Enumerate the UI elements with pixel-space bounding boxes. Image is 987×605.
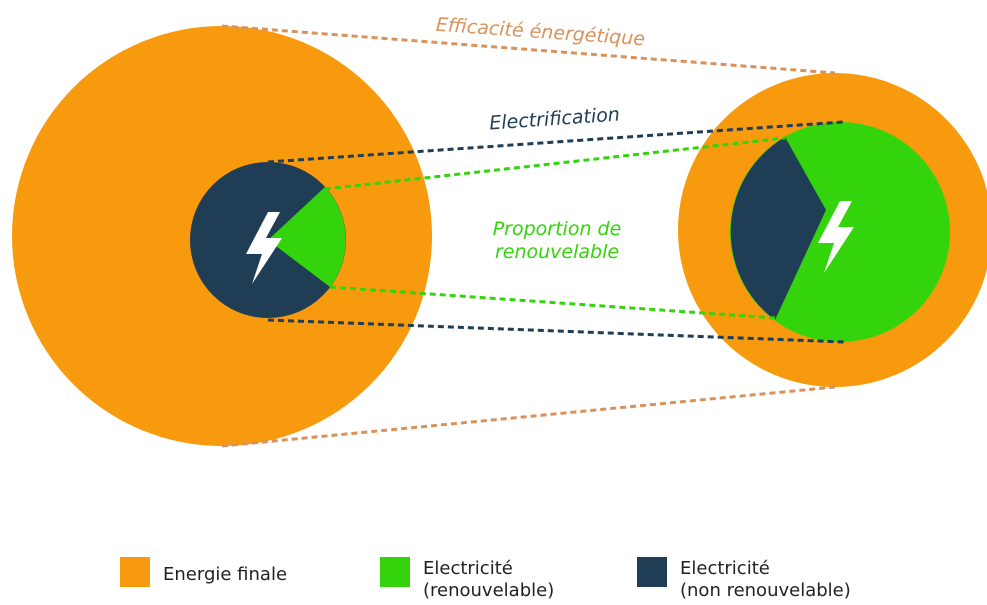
connectors	[221, 24, 846, 448]
legend-label: (non renouvelable)	[680, 580, 851, 601]
legend-label: (renouvelable)	[423, 580, 554, 601]
renewable-before	[268, 187, 346, 287]
annotation: renouvelable	[495, 241, 619, 263]
connector	[221, 385, 836, 448]
connector	[324, 136, 786, 191]
nonrenewable-after	[730, 137, 826, 320]
connector	[267, 120, 844, 164]
bolt-icon	[818, 201, 854, 273]
legend-swatch	[637, 557, 667, 587]
legend-swatch	[380, 557, 410, 587]
legend-label: Electricité	[423, 558, 513, 579]
legend-label: Energie finale	[163, 564, 287, 585]
annotation: Electrification	[489, 103, 621, 134]
connector	[329, 285, 776, 320]
annotation: Proportion de	[493, 218, 622, 240]
bolt-icon	[246, 212, 282, 284]
connector	[221, 24, 836, 75]
legend-swatch	[120, 557, 150, 587]
legend-label: Electricité	[680, 558, 770, 579]
connector	[267, 318, 846, 344]
